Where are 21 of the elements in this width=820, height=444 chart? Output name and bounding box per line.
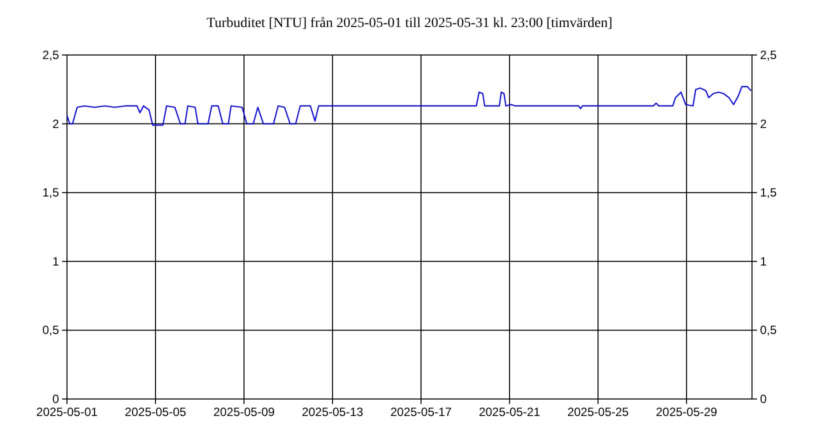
x-tick-label: 2025-05-17 (390, 405, 452, 419)
x-tick-label: 2025-05-01 (36, 405, 98, 419)
x-tick-label: 2025-05-09 (213, 405, 276, 419)
x-tick-label: 2025-05-29 (656, 405, 718, 419)
y2-tick-label: 0,5 (760, 323, 778, 338)
y-tick-label: 1 (52, 254, 60, 268)
y2-tick-label: 2 (760, 116, 767, 131)
y-tick-label: 0 (52, 392, 60, 406)
chart-title: Turbuditet [NTU] från 2025-05-01 till 2025-05-31 kl. 23:00 [timvärden] (206, 16, 612, 31)
y2-tick-label: 1,5 (760, 186, 778, 200)
y-tick-label: 0,5 (42, 323, 60, 338)
y-tick-label: 1,5 (42, 186, 60, 200)
x-tick-label: 2025-05-21 (478, 405, 541, 419)
x-tick-label: 2025-05-25 (567, 405, 630, 419)
x-tick-label: 2025-05-05 (124, 405, 187, 419)
y2-tick-label: 2,5 (760, 48, 778, 62)
x-tick-label: 2025-05-13 (302, 405, 364, 419)
y2-tick-label: 1 (760, 254, 767, 268)
y-tick-label: 2 (52, 116, 60, 131)
y2-tick-label: 0 (760, 392, 767, 406)
y-tick-label: 2,5 (42, 48, 60, 62)
